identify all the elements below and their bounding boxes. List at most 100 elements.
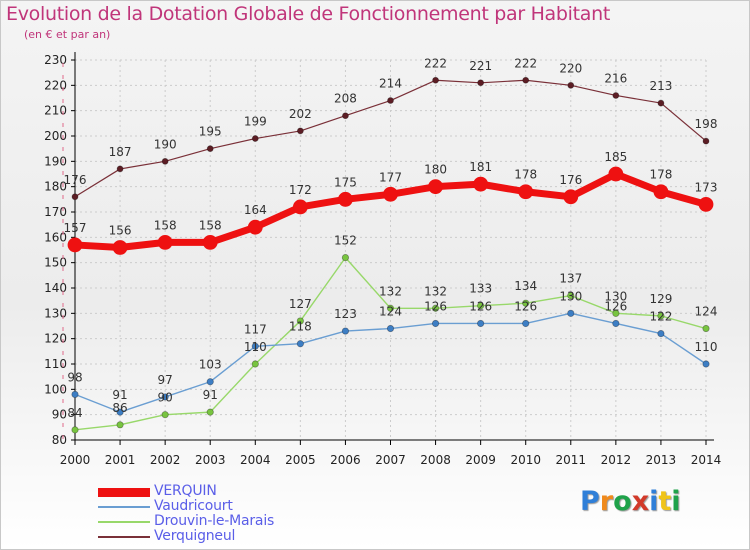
data-label: 178 — [649, 168, 672, 182]
data-label: 117 — [244, 322, 267, 336]
x-tick-label: 2010 — [510, 453, 541, 467]
proxiti-logo: Proxiti — [580, 486, 681, 517]
data-point — [698, 196, 714, 212]
data-point — [202, 234, 218, 250]
y-tick-label: 100 — [44, 382, 67, 396]
data-label: 123 — [334, 307, 357, 321]
data-point — [563, 189, 579, 205]
data-label: 157 — [64, 221, 87, 235]
data-point — [386, 324, 395, 333]
y-tick-label: 120 — [44, 332, 67, 346]
y-tick-label: 130 — [44, 306, 67, 320]
data-point — [612, 309, 620, 317]
x-tick-label: 2009 — [465, 453, 496, 467]
y-tick-label: 220 — [44, 78, 67, 92]
data-point — [296, 340, 304, 348]
data-label: 130 — [559, 289, 582, 303]
legend-label: Verquigneul — [154, 528, 236, 544]
y-tick-label: 160 — [44, 230, 67, 244]
data-label: 118 — [289, 320, 312, 334]
data-label: 110 — [244, 340, 267, 354]
data-point — [428, 179, 443, 195]
data-point — [251, 342, 259, 350]
data-label: 222 — [424, 56, 447, 70]
data-label: 84 — [67, 406, 82, 420]
y-tick-label: 230 — [44, 53, 67, 67]
data-point — [522, 76, 530, 84]
data-label: 97 — [158, 373, 173, 387]
data-label: 152 — [334, 234, 357, 248]
data-point — [116, 408, 124, 416]
x-tick-label: 2000 — [60, 453, 91, 467]
data-label: 133 — [469, 282, 492, 296]
data-label: 132 — [379, 284, 402, 298]
data-point — [71, 390, 79, 398]
x-tick-label: 2011 — [556, 453, 587, 467]
data-point — [473, 176, 489, 192]
legend-swatch — [98, 521, 150, 523]
data-label: 185 — [604, 150, 627, 164]
data-label: 221 — [469, 59, 492, 73]
data-label: 177 — [379, 170, 402, 184]
y-tick-label: 140 — [44, 281, 67, 295]
data-point — [71, 426, 79, 434]
data-point — [702, 137, 710, 145]
data-label: 172 — [289, 183, 312, 197]
legend-swatch — [98, 487, 150, 497]
data-label: 126 — [514, 299, 537, 313]
data-point — [292, 199, 308, 215]
data-label: 126 — [469, 299, 492, 313]
data-label: 180 — [424, 163, 447, 177]
data-point — [206, 145, 214, 153]
data-label: 126 — [604, 299, 627, 313]
data-point — [432, 76, 439, 84]
data-label: 164 — [244, 203, 267, 217]
data-point — [296, 317, 304, 325]
x-tick-label: 2006 — [330, 453, 361, 467]
data-point — [161, 157, 169, 165]
data-point — [251, 135, 259, 142]
data-label: 176 — [559, 173, 582, 187]
data-label: 216 — [604, 71, 627, 85]
data-label: 175 — [334, 175, 357, 189]
data-point — [116, 165, 124, 173]
data-label: 137 — [559, 272, 582, 286]
data-point — [431, 304, 440, 312]
data-point — [518, 184, 534, 200]
data-point — [157, 234, 173, 250]
data-point — [383, 186, 398, 202]
y-tick-label: 180 — [44, 180, 67, 194]
data-label: 158 — [199, 218, 222, 232]
data-label: 187 — [109, 145, 132, 159]
data-label: 129 — [649, 292, 672, 306]
x-tick-label: 2003 — [195, 453, 226, 467]
data-label: 134 — [514, 279, 537, 293]
y-tick-label: 110 — [44, 357, 67, 371]
data-point — [657, 329, 665, 338]
y-tick-label: 80 — [52, 433, 67, 447]
data-label: 122 — [649, 310, 672, 324]
data-label: 158 — [154, 218, 177, 232]
data-point — [296, 127, 304, 135]
data-label: 130 — [604, 289, 627, 303]
data-label: 127 — [289, 297, 312, 311]
x-tick-label: 2008 — [420, 453, 451, 467]
data-label: 208 — [334, 92, 357, 106]
data-label: 98 — [67, 370, 82, 384]
data-point — [116, 421, 124, 429]
x-tick-label: 2005 — [285, 453, 316, 467]
data-point — [477, 319, 485, 328]
data-point — [206, 408, 214, 416]
data-label: 178 — [514, 168, 537, 182]
data-label: 181 — [469, 160, 492, 174]
data-point — [702, 324, 710, 333]
y-tick-label: 210 — [44, 104, 67, 118]
data-point — [477, 79, 485, 87]
data-label: 156 — [109, 223, 132, 237]
data-point — [477, 302, 485, 310]
x-tick-label: 2004 — [240, 453, 271, 467]
data-point — [657, 312, 665, 320]
data-point — [522, 299, 530, 307]
data-point — [567, 291, 575, 300]
data-label: 110 — [695, 340, 718, 354]
